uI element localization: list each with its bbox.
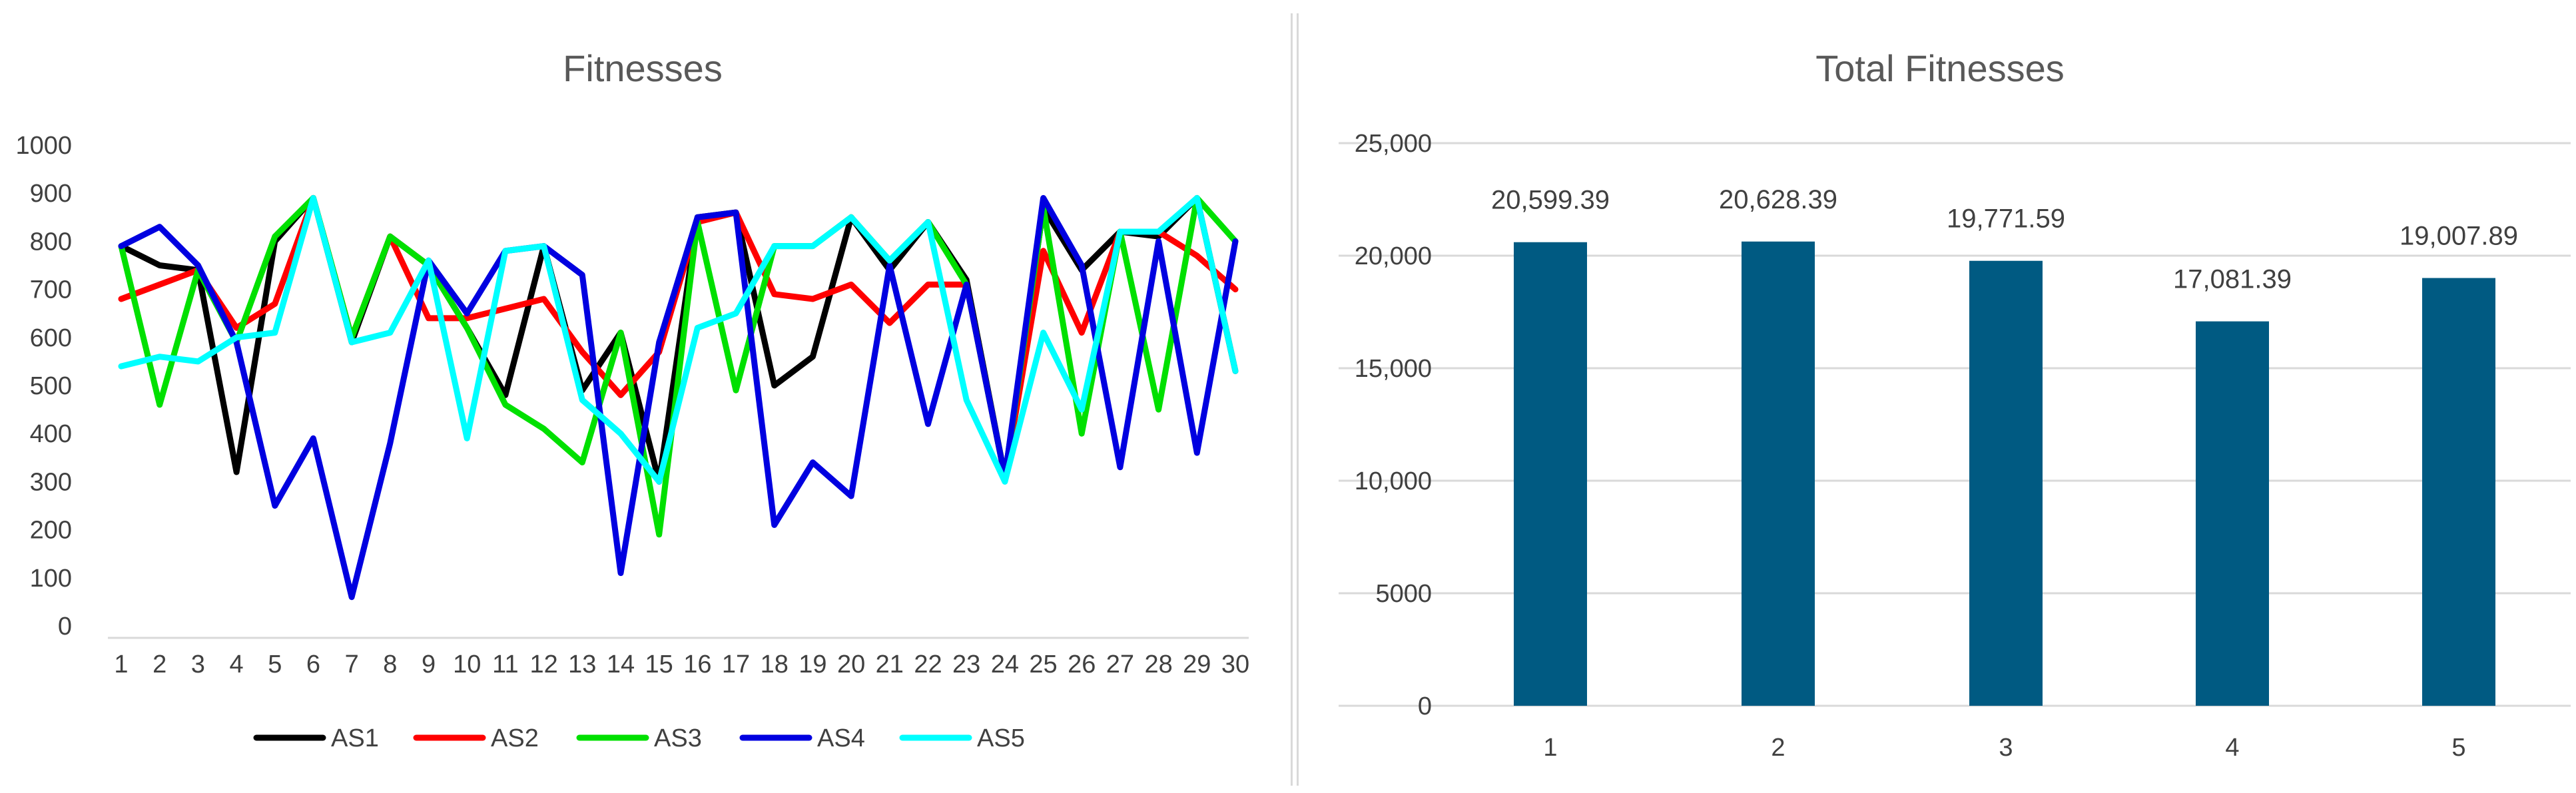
legend-label-as3: AS3 bbox=[654, 724, 702, 752]
y-tick-label: 500 bbox=[30, 372, 72, 400]
series-line-as3 bbox=[118, 194, 1239, 538]
x-tick-label: 19 bbox=[799, 651, 826, 678]
x-tick-label: 5 bbox=[268, 651, 282, 678]
x-tick-label: 2 bbox=[1771, 734, 1785, 762]
y-tick-label: 5000 bbox=[1375, 580, 1432, 608]
x-tick-label: 4 bbox=[2225, 734, 2239, 762]
x-tick-label: 9 bbox=[422, 651, 436, 678]
x-tick-label: 15 bbox=[645, 651, 673, 678]
panel-divider bbox=[1291, 13, 1299, 786]
x-tick-label: 30 bbox=[1221, 651, 1249, 678]
x-tick-label: 11 bbox=[492, 651, 518, 678]
x-tick-label: 2 bbox=[153, 651, 166, 678]
x-tick-label: 3 bbox=[1999, 734, 2013, 762]
data-label-2: 20,628.39 bbox=[1719, 185, 1837, 214]
x-tick-label: 14 bbox=[607, 651, 635, 678]
x-tick-label: 1 bbox=[1543, 734, 1557, 762]
y-tick-label: 300 bbox=[30, 468, 72, 496]
x-tick-label: 3 bbox=[191, 651, 205, 678]
y-tick-label: 400 bbox=[30, 420, 72, 448]
legend-label-as1: AS1 bbox=[331, 724, 379, 752]
y-tick-label: 0 bbox=[1418, 692, 1432, 720]
bar-5 bbox=[2422, 278, 2495, 706]
bar-1 bbox=[1514, 242, 1587, 706]
fitnesses-chart-panel: Fitnesses 0 100 200 300 400 500 600 700 800 900 10… bbox=[0, 0, 1285, 793]
x-tick-label: 27 bbox=[1106, 651, 1134, 678]
x-tick-label: 8 bbox=[383, 651, 397, 678]
y-tick-label: 25,000 bbox=[1355, 130, 1432, 158]
x-tick-label: 29 bbox=[1183, 651, 1211, 678]
x-tick-label: 16 bbox=[683, 651, 711, 678]
series-line-as4 bbox=[118, 194, 1239, 601]
total-fitnesses-chart-title: Total Fitnesses bbox=[1815, 47, 2065, 89]
x-tick-label: 17 bbox=[722, 651, 750, 678]
y-tick-label: 0 bbox=[58, 613, 72, 641]
y-tick-label: 20,000 bbox=[1355, 242, 1432, 270]
x-tick-label: 26 bbox=[1068, 651, 1096, 678]
y-tick-label: 600 bbox=[30, 324, 72, 352]
x-tick-label: 25 bbox=[1029, 651, 1057, 678]
legend-label-as5: AS5 bbox=[977, 724, 1025, 752]
y-tick-label: 1000 bbox=[15, 132, 72, 160]
x-tick-label: 5 bbox=[2451, 734, 2465, 762]
y-tick-label: 200 bbox=[30, 517, 72, 545]
x-tick-label: 7 bbox=[345, 651, 359, 678]
x-tick-label: 6 bbox=[306, 651, 320, 678]
x-tick-label: 28 bbox=[1144, 651, 1172, 678]
data-label-1: 20,599.39 bbox=[1491, 186, 1610, 215]
y-tick-label: 100 bbox=[30, 565, 72, 593]
y-tick-label: 800 bbox=[30, 228, 72, 256]
total-fitnesses-bar-chart: 0 5000 10,000 15,000 20,000 25,000 20,599.39 1 2… bbox=[1339, 130, 2571, 762]
x-tick-label: 13 bbox=[568, 651, 596, 678]
data-label-5: 19,007.89 bbox=[2400, 222, 2518, 251]
x-tick-label: 10 bbox=[453, 651, 481, 678]
x-tick-label: 24 bbox=[991, 651, 1019, 678]
x-tick-label: 12 bbox=[529, 651, 557, 678]
legend-label-as4: AS4 bbox=[817, 724, 865, 752]
x-tick-label: 21 bbox=[876, 651, 904, 678]
legend-label-as2: AS2 bbox=[491, 724, 539, 752]
fitnesses-chart-title: Fitnesses bbox=[563, 47, 723, 89]
x-tick-label: 22 bbox=[914, 651, 942, 678]
x-tick-label: 1 bbox=[114, 651, 128, 678]
bar-4 bbox=[2196, 321, 2269, 706]
x-tick-label: 18 bbox=[761, 651, 789, 678]
y-tick-label: 900 bbox=[30, 180, 72, 208]
series-line-as5 bbox=[118, 194, 1239, 485]
data-label-4: 17,081.39 bbox=[2173, 265, 2292, 294]
y-tick-label: 15,000 bbox=[1355, 355, 1432, 383]
x-tick-label: 20 bbox=[837, 651, 865, 678]
bar-3 bbox=[1969, 260, 2043, 706]
total-fitnesses-chart-panel: Total Fitnesses 0 5000 10,000 15,000 20,000 2… bbox=[1304, 0, 2576, 793]
x-tick-label: 4 bbox=[229, 651, 243, 678]
y-tick-label: 10,000 bbox=[1355, 467, 1432, 495]
x-tick-label: 23 bbox=[952, 651, 980, 678]
y-tick-label: 700 bbox=[30, 276, 72, 304]
data-label-3: 19,771.59 bbox=[1947, 204, 2065, 234]
bar-2 bbox=[1742, 241, 1815, 706]
